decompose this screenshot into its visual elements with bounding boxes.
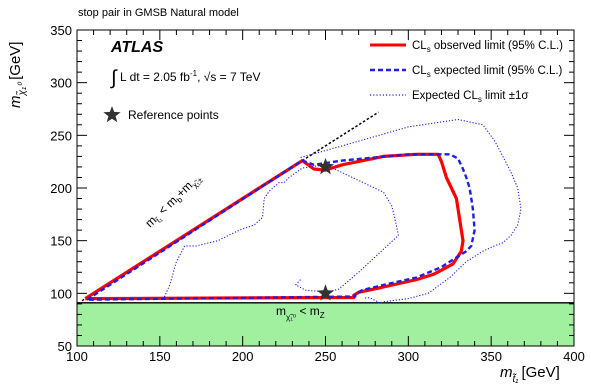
reference-points-label: Reference points: [128, 108, 219, 122]
legend: CLs observed limit (95% C.L.) CLs expect…: [370, 40, 563, 104]
chart-title: stop pair in GMSB Natural model: [78, 7, 239, 19]
experiment-label: ATLAS: [110, 39, 163, 56]
y-tick-label: 150: [50, 234, 72, 249]
series-line-0: [84, 152, 465, 301]
y-tick-label: 200: [50, 181, 72, 196]
x-tick-label: 200: [232, 349, 254, 364]
reference-point-1: [316, 284, 335, 301]
excluded-region-label: mχ̃₁⁰ < mZ: [276, 304, 325, 322]
integral-sign-icon: ∫: [110, 67, 118, 89]
limit-curves: [84, 118, 522, 304]
legend-observed-label: CLs observed limit (95% C.L.): [412, 40, 563, 54]
series-line-2: [300, 118, 522, 304]
x-tick-label: 150: [149, 349, 171, 364]
kinematic-boundary-label: mt̃₁ < mb+mχ̃₁±: [142, 170, 205, 231]
x-tick-label: 100: [66, 349, 88, 364]
star-icon: [103, 106, 121, 123]
y-tick-label: 50: [58, 339, 72, 354]
y-tick-label: 300: [50, 76, 72, 91]
y-tick-label: 100: [50, 286, 72, 301]
legend-sigma-label: Expected CLs limit ±1σ: [412, 90, 529, 104]
x-axis-title: mt̃₁ [GeV]: [500, 364, 560, 385]
axis-ticks: 100 150 200 250 300 350 4005010015020025030035…: [50, 23, 585, 364]
series-line-1: [86, 153, 476, 301]
x-tick-label: 350: [480, 349, 502, 364]
reference-point-0: [316, 157, 335, 175]
y-tick-label: 350: [50, 23, 72, 38]
legend-expected-label: CLs expected limit (95% C.L.): [412, 65, 563, 79]
x-tick-label: 300: [397, 349, 419, 364]
x-tick-label: 250: [315, 349, 337, 364]
reference-points-legend: Reference points: [103, 106, 219, 123]
x-tick-label: 400: [563, 349, 585, 364]
y-axis-title: mχ̃₁⁰[GeV]: [7, 42, 28, 108]
series-line-3: [162, 164, 399, 300]
reference-points: [316, 157, 335, 301]
y-tick-label: 250: [50, 128, 72, 143]
luminosity-label: L dt = 2.05 fb-1, √s = 7 TeV: [120, 69, 260, 84]
